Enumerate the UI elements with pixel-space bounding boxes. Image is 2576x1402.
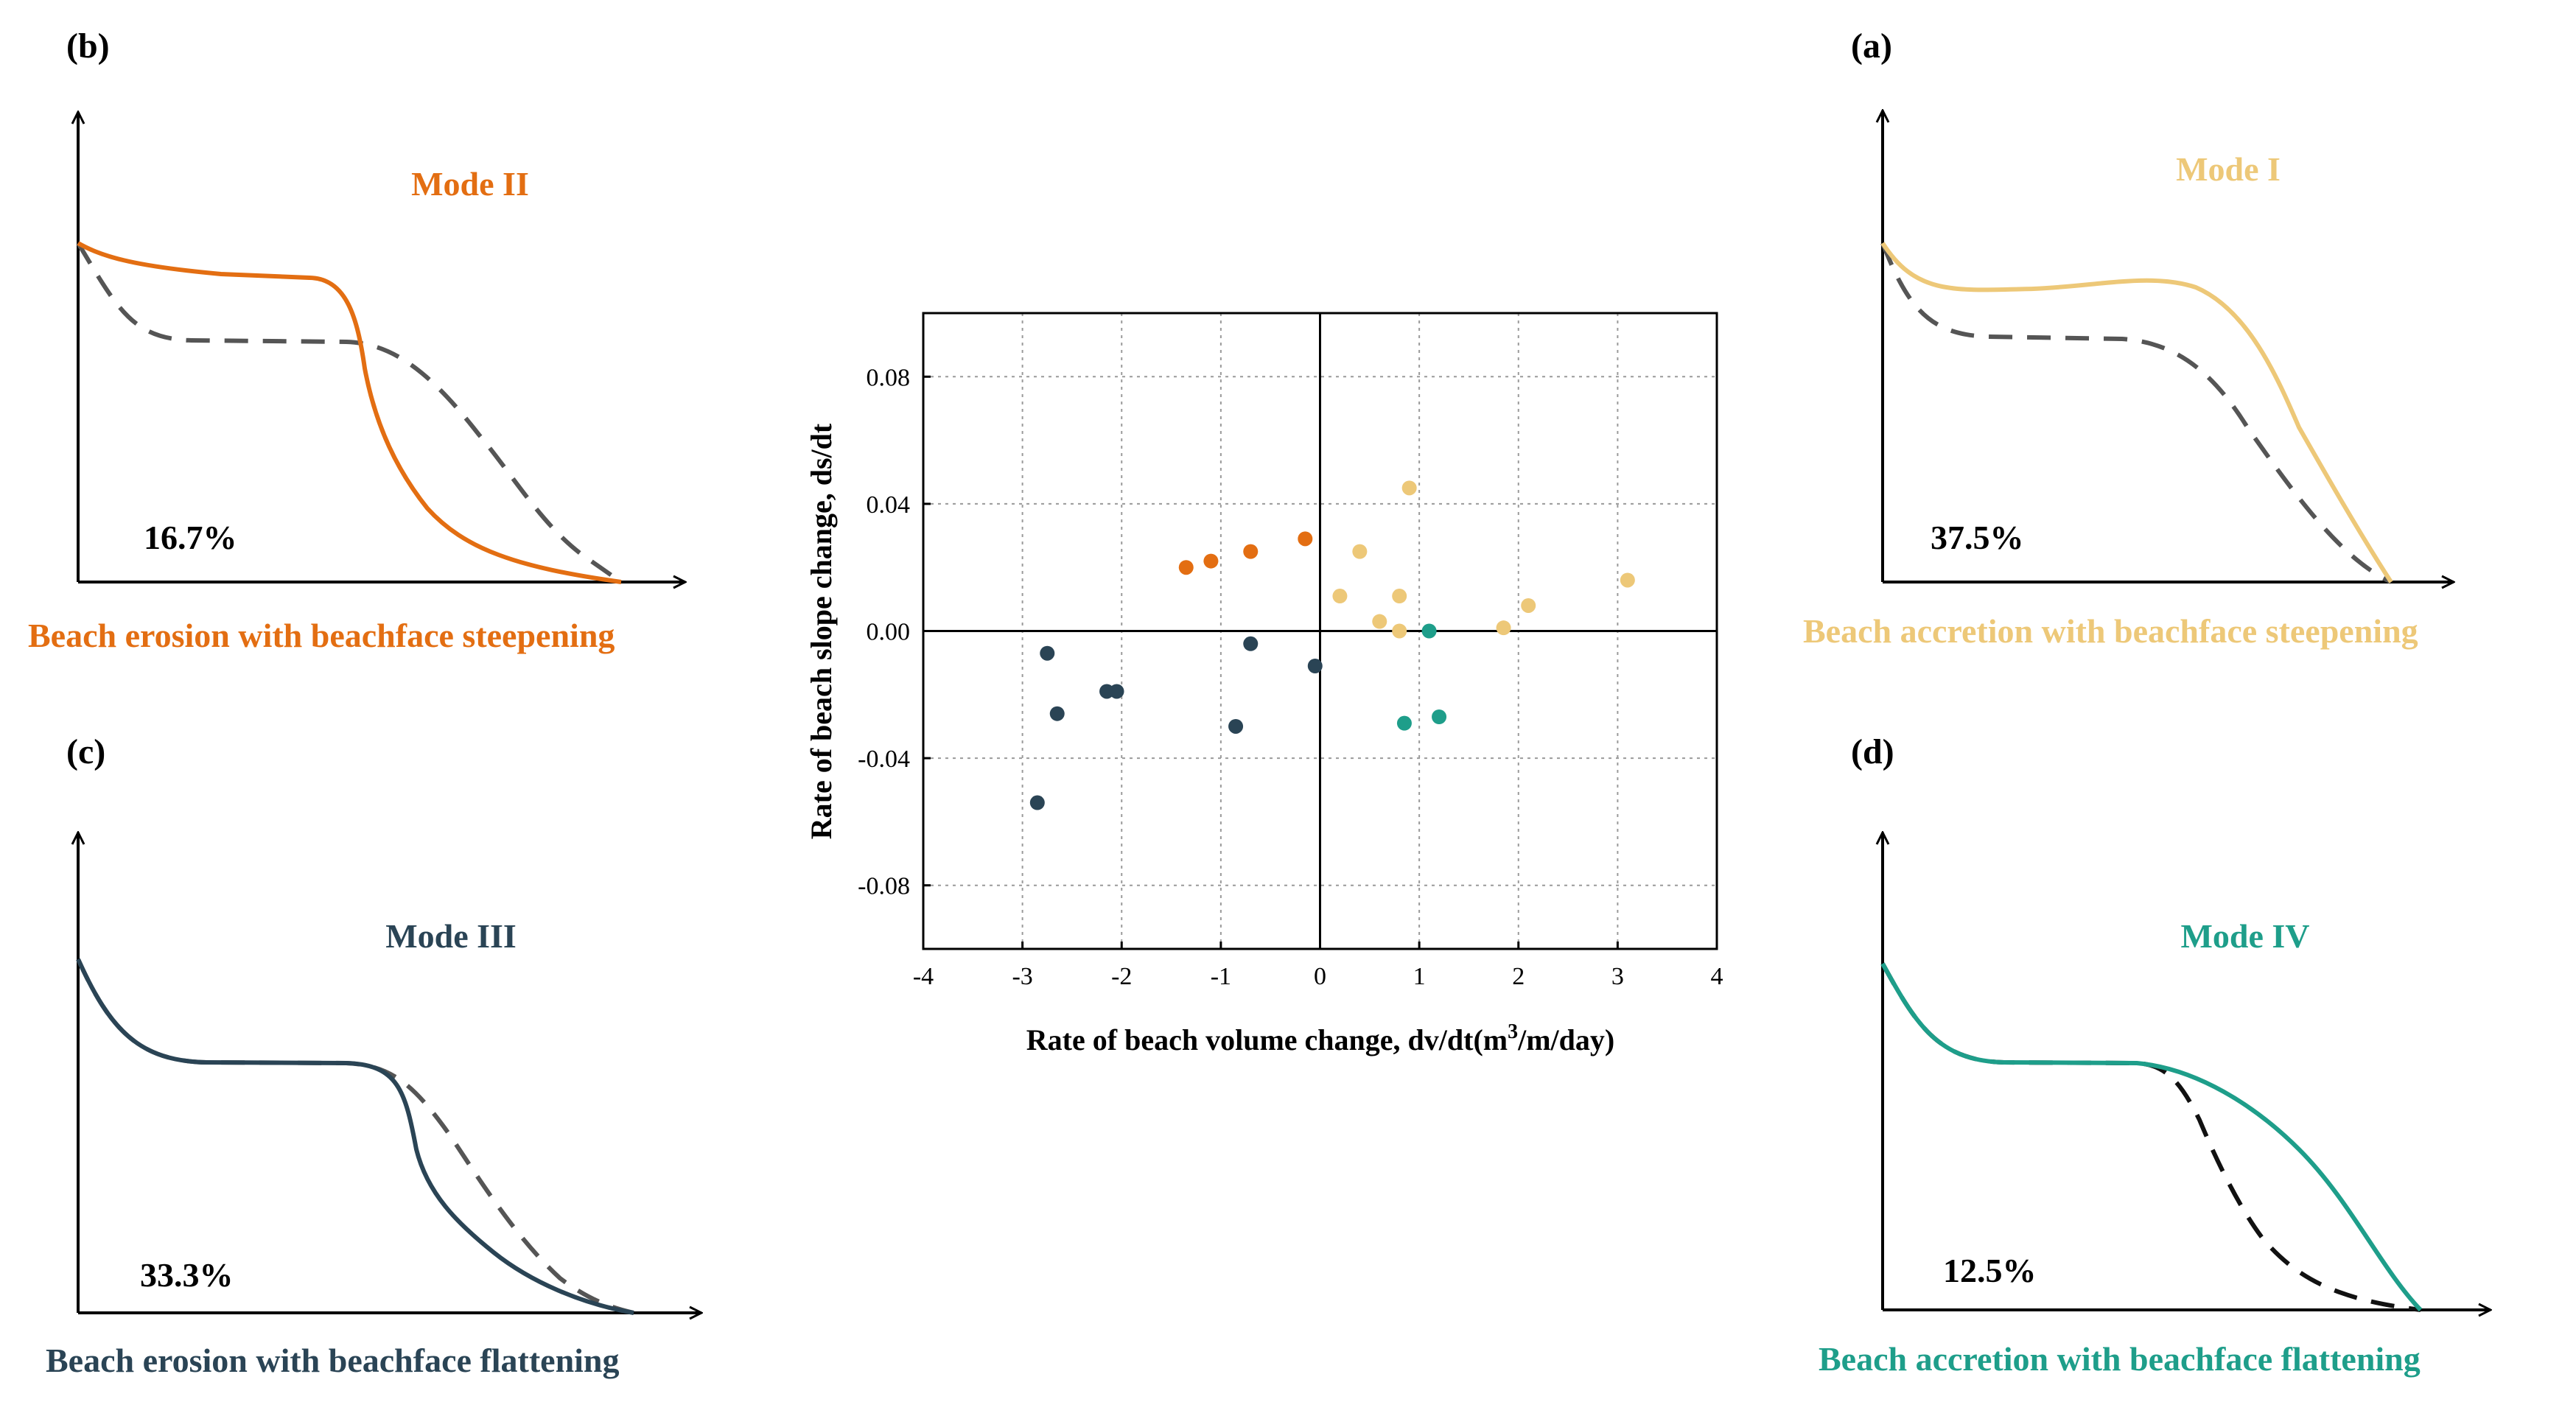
x-tick-label: -3 bbox=[1012, 963, 1032, 990]
panel-a-pre-profile bbox=[1880, 242, 2393, 584]
panel-b-mode-title: Mode II bbox=[411, 165, 529, 203]
scatter-point-mode-i bbox=[1620, 572, 1635, 588]
scatter-x-ticks: -4 -3 -2 -1 0 1 2 3 4 bbox=[913, 942, 1723, 990]
panel-b-post-profile bbox=[77, 241, 622, 584]
scatter-point-mode-iii bbox=[1228, 718, 1244, 734]
panel-b-percentage: 16.7% bbox=[144, 519, 237, 556]
scatter-point-mode-iii bbox=[1049, 706, 1065, 721]
scatter-point-mode-i bbox=[1332, 589, 1348, 604]
scatter-point-mode-ii bbox=[1243, 544, 1259, 559]
scatter-point-mode-i bbox=[1401, 480, 1417, 496]
scatter-point-mode-i bbox=[1372, 614, 1387, 629]
scatter-point-mode-ii bbox=[1178, 560, 1194, 575]
panel-a-post-profile bbox=[1880, 242, 2393, 583]
scatter-point-mode-ii bbox=[1203, 553, 1219, 569]
scatter-point-mode-iv bbox=[1432, 709, 1447, 725]
scatter-point-mode-i bbox=[1521, 597, 1536, 613]
scatter-zero-lines bbox=[923, 313, 1717, 949]
panel-d-percentage: 12.5% bbox=[1943, 1252, 2037, 1289]
scatter-point-mode-i bbox=[1392, 589, 1407, 604]
x-tick-label: -4 bbox=[913, 963, 934, 990]
scatter-x-axis-title: Rate of beach volume change, dv/dt(m3/m/… bbox=[1026, 1020, 1614, 1056]
scatter-point-mode-iv bbox=[1396, 715, 1412, 731]
panel-a-percentage: 37.5% bbox=[1931, 519, 2024, 556]
panel-c-label: (c) bbox=[66, 732, 105, 771]
scatter-y-ticks: -0.08 -0.04 0.00 0.04 0.08 bbox=[858, 364, 931, 900]
panel-a-mode-title: Mode I bbox=[2176, 150, 2281, 188]
y-tick-label: 0.00 bbox=[867, 619, 911, 646]
panel-d-post-profile bbox=[1880, 962, 2423, 1312]
scatter-point-mode-iii bbox=[1029, 795, 1045, 810]
panel-b-label: (b) bbox=[66, 27, 110, 66]
scatter-point-mode-i bbox=[1496, 620, 1511, 636]
panel-d-mode-title: Mode IV bbox=[2180, 917, 2309, 955]
y-tick-label: -0.04 bbox=[858, 746, 910, 773]
scatter-point-mode-iii bbox=[1109, 684, 1124, 699]
y-tick-label: -0.08 bbox=[858, 873, 910, 900]
panel-c-caption: Beach erosion with beachface flattening bbox=[46, 1342, 620, 1379]
panel-c-pre-profile bbox=[76, 958, 634, 1315]
panel-a: (a) Mode I 37.5% Beach accretion with be… bbox=[1803, 27, 2454, 650]
x-tick-label: -1 bbox=[1211, 963, 1231, 990]
scatter-point-mode-i bbox=[1352, 544, 1368, 559]
x-tick-label: 1 bbox=[1413, 963, 1426, 990]
x-tick-label: 0 bbox=[1314, 963, 1326, 990]
panel-d: (d) Mode IV 12.5% Beach accretion with b… bbox=[1819, 732, 2491, 1378]
scatter-y-axis-title: Rate of beach slope change, ds/dt bbox=[805, 423, 838, 839]
panel-c-post-profile bbox=[76, 958, 634, 1315]
scatter-point-mode-iii bbox=[1243, 636, 1259, 651]
panel-c-mode-title: Mode III bbox=[385, 917, 517, 955]
panel-c-percentage: 33.3% bbox=[140, 1256, 234, 1294]
scatter-plot: -4 -3 -2 -1 0 1 2 3 4 -0.08 -0.04 0.00 0.04 0.08 Rat… bbox=[805, 312, 1723, 1056]
scatter-point-mode-ii bbox=[1298, 531, 1313, 547]
x-tick-label: 2 bbox=[1512, 963, 1525, 990]
panel-a-caption: Beach accretion with beachface steepenin… bbox=[1803, 612, 2418, 650]
panel-b-caption: Beach erosion with beachface steepening bbox=[28, 617, 615, 654]
x-tick-label: 4 bbox=[1711, 963, 1723, 990]
panel-c: (c) Mode III 33.3% Beach erosion with be… bbox=[46, 732, 701, 1379]
panel-a-label: (a) bbox=[1851, 27, 1892, 66]
x-tick-label: 3 bbox=[1611, 963, 1624, 990]
x-tick-label: -2 bbox=[1111, 963, 1132, 990]
panel-d-caption: Beach accretion with beachface flattenin… bbox=[1819, 1340, 2421, 1378]
scatter-point-mode-iii bbox=[1307, 658, 1323, 673]
scatter-point-mode-iv bbox=[1421, 623, 1437, 639]
y-tick-label: 0.08 bbox=[867, 364, 911, 391]
panel-d-label: (d) bbox=[1851, 732, 1894, 771]
panel-b: (b) Mode II 16.7% Beach erosion with bea… bbox=[28, 27, 685, 654]
y-tick-label: 0.04 bbox=[867, 491, 911, 519]
panel-d-pre-profile bbox=[1880, 962, 2421, 1312]
scatter-points bbox=[1029, 480, 1635, 810]
scatter-point-mode-iii bbox=[1040, 645, 1055, 661]
scatter-point-mode-i bbox=[1392, 623, 1407, 639]
panel-b-pre-profile bbox=[76, 242, 623, 584]
